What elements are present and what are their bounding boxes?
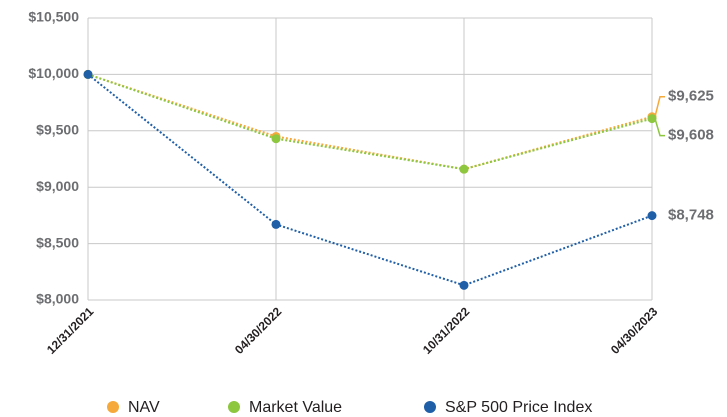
series-line [87, 73, 653, 171]
point [459, 280, 469, 290]
value-label: $9,608 [668, 127, 714, 144]
x-tick-label: 04/30/2023 [608, 304, 661, 357]
point [647, 211, 657, 221]
y-tick-label: $10,500 [28, 9, 79, 25]
legend-label: NAV [128, 399, 160, 416]
series-line [87, 73, 653, 287]
series-line [87, 73, 653, 171]
x-tick-label: 04/30/2022 [232, 304, 285, 357]
point [647, 114, 657, 124]
y-tick-label: $8,500 [36, 234, 79, 250]
legend-marker [424, 401, 436, 413]
x-tick-label: 12/31/2021 [44, 304, 97, 357]
leader-line [654, 118, 665, 137]
y-tick-label: $9,500 [36, 122, 79, 138]
point [459, 164, 469, 174]
y-tick-label: $9,000 [36, 178, 79, 194]
value-label: $9,625 [668, 88, 714, 105]
legend-label: Market Value [249, 399, 342, 416]
y-tick-label: $8,000 [36, 291, 79, 307]
legend-marker [228, 401, 240, 413]
x-tick-label: 10/31/2022 [420, 304, 473, 357]
legend-marker [107, 401, 119, 413]
point [83, 69, 93, 79]
value-label: $8,748 [668, 207, 714, 224]
leader-line [654, 95, 665, 117]
y-tick-label: $10,000 [28, 65, 79, 81]
legend-label: S&P 500 Price Index [445, 399, 592, 416]
point [271, 219, 281, 229]
point [271, 134, 281, 144]
